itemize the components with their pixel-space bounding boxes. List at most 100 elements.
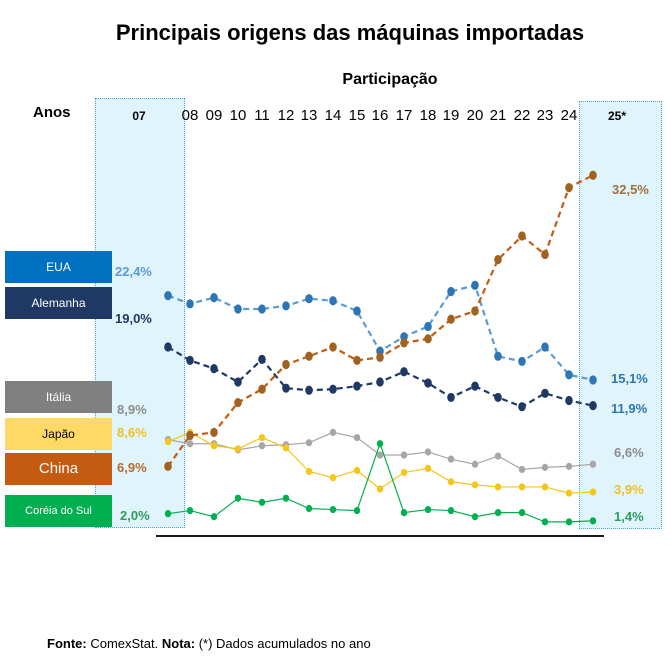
data-label-start: 6,9% [117, 460, 147, 475]
data-point [164, 438, 172, 446]
data-point [541, 463, 549, 471]
legend-item: Japão [5, 418, 112, 450]
data-point [282, 359, 290, 370]
x-tick-label: 07 [132, 109, 146, 123]
x-tick-label: 09 [205, 107, 223, 124]
data-point [518, 483, 526, 491]
source-bold-label: Fonte: [47, 636, 87, 651]
data-point [400, 468, 408, 477]
data-point [518, 356, 526, 367]
data-point [186, 299, 194, 309]
data-point [471, 481, 479, 489]
data-point [518, 465, 526, 474]
data-point [424, 505, 432, 514]
data-point [329, 474, 337, 482]
data-point [471, 280, 479, 290]
data-point [494, 392, 502, 403]
series-line [167, 431, 594, 471]
data-point [518, 402, 526, 412]
data-point [305, 467, 313, 476]
data-point [258, 354, 266, 364]
data-point [471, 513, 479, 521]
x-tick-label: 18 [419, 107, 437, 124]
data-label-start: 19,0% [115, 311, 152, 326]
data-point [447, 455, 455, 463]
data-point [424, 448, 432, 456]
chart-title: Principais origens das máquinas importad… [115, 20, 585, 45]
data-point [565, 395, 573, 406]
data-point [353, 381, 361, 391]
data-point [186, 355, 194, 365]
data-point [424, 464, 432, 472]
data-point [589, 170, 597, 180]
data-point [305, 385, 313, 395]
data-point [494, 483, 502, 491]
data-point [353, 466, 361, 475]
series-jap-o [164, 428, 597, 497]
data-point [424, 321, 432, 332]
legend-item: EUA [5, 251, 112, 283]
series-it-lia [164, 428, 597, 474]
data-point [447, 314, 455, 324]
data-point [186, 506, 194, 515]
data-point [234, 397, 242, 408]
data-point [234, 377, 242, 387]
series-alemanha [164, 342, 597, 412]
data-label-end: 1,4% [614, 509, 644, 524]
x-tick-label: 20 [466, 107, 484, 124]
x-tick-label: 16 [371, 107, 389, 124]
x-tick-label: 08 [181, 107, 199, 124]
data-point [329, 428, 337, 436]
data-point [164, 461, 172, 471]
data-point [329, 505, 337, 514]
data-point [282, 383, 290, 393]
data-point [589, 401, 597, 411]
data-point [589, 460, 597, 468]
data-point [329, 296, 337, 306]
chart-subtitle: Participação [342, 71, 438, 88]
x-tick-label: 12 [277, 107, 295, 124]
years-label: Anos [33, 104, 71, 121]
data-point [518, 231, 526, 241]
data-point [164, 291, 172, 301]
data-point [494, 452, 502, 460]
data-point [376, 485, 384, 493]
data-point [353, 506, 361, 515]
data-point [541, 518, 549, 526]
data-point [541, 249, 549, 260]
data-point [541, 483, 549, 491]
data-point [447, 392, 455, 403]
data-label-end: 3,9% [614, 482, 644, 497]
series-eua [164, 280, 597, 385]
data-point [258, 442, 266, 450]
data-point [210, 442, 218, 450]
data-label-start: 22,4% [115, 264, 152, 279]
data-point [471, 306, 479, 316]
data-label-start: 2,0% [120, 508, 150, 523]
data-point [305, 351, 313, 361]
data-point [541, 388, 549, 398]
data-point [186, 430, 194, 441]
data-point [258, 384, 266, 394]
x-tick-label: 13 [300, 107, 318, 124]
data-label-end: 32,5% [612, 182, 649, 197]
x-tick-label: 22 [513, 107, 531, 124]
source-text: ComexStat. [86, 636, 162, 651]
x-tick-label: 19 [442, 107, 460, 124]
data-point [400, 367, 408, 377]
data-point [589, 375, 597, 385]
x-tick-label: 11 [254, 107, 270, 124]
data-point [258, 433, 266, 442]
data-point [447, 286, 455, 297]
note-text: (*) Dados acumulados no ano [195, 636, 371, 651]
data-label-end: 6,6% [614, 445, 644, 460]
data-point [353, 306, 361, 316]
data-point [447, 478, 455, 486]
data-point [164, 342, 172, 352]
data-point [282, 444, 290, 452]
data-point [234, 304, 242, 314]
data-point [258, 304, 266, 314]
data-point [353, 355, 361, 365]
data-point [376, 352, 384, 362]
